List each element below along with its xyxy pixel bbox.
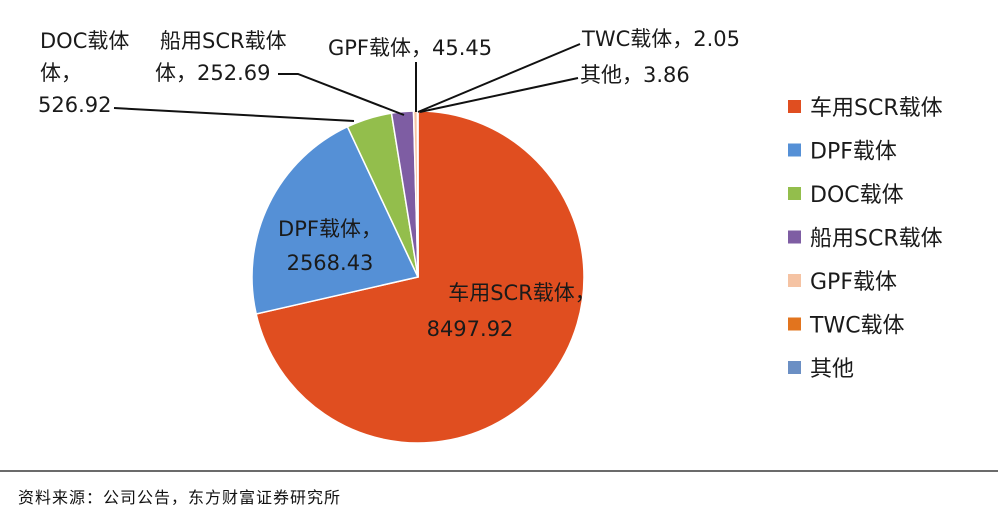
legend-swatch-4 xyxy=(788,274,801,287)
legend-swatch-0 xyxy=(788,100,801,113)
legend-label-2: DOC载体 xyxy=(810,183,904,208)
legend-swatch-1 xyxy=(788,144,801,157)
leader-line-2 xyxy=(114,108,354,121)
legend-label-5: TWC载体 xyxy=(809,314,905,339)
leader-line-3 xyxy=(278,74,404,115)
data-label-6-0: 其他，3.86 xyxy=(580,63,690,87)
data-label-0-0: 车用SCR载体， xyxy=(448,281,596,305)
data-label-4-0: GPF载体，45.45 xyxy=(328,36,492,60)
data-label-3-0: 船用SCR载体 xyxy=(160,29,287,53)
data-label-5-0: TWC载体，2.05 xyxy=(581,27,740,51)
data-label-2-0: DOC载体 xyxy=(40,29,129,53)
legend-label-6: 其他 xyxy=(810,357,854,382)
leader-line-6 xyxy=(420,78,578,112)
legend-label-4: GPF载体 xyxy=(810,270,897,295)
legend-label-0: 车用SCR载体 xyxy=(810,96,943,121)
legend-swatch-2 xyxy=(788,187,801,200)
pie-chart: 车用SCR载体，8497.92DPF载体，2568.43DOC载体体，526.9… xyxy=(0,0,998,470)
legend-swatch-5 xyxy=(788,318,801,331)
data-label-1-0: DPF载体， xyxy=(278,217,382,241)
data-label-2-2: 526.92 xyxy=(38,93,111,117)
pie-slices xyxy=(252,111,584,443)
source-note: 资料来源：公司公告，东方财富证券研究所 xyxy=(18,484,341,508)
data-label-3-1: 体，252.69 xyxy=(155,61,270,85)
data-label-0-1: 8497.92 xyxy=(427,317,514,341)
legend-label-3: 船用SCR载体 xyxy=(810,227,943,252)
legend-swatch-3 xyxy=(788,231,801,244)
data-label-1-1: 2568.43 xyxy=(287,251,374,275)
legend-swatch-6 xyxy=(788,361,801,374)
footer-rule xyxy=(0,470,998,472)
data-label-2-1: 体， xyxy=(40,61,82,85)
legend-label-1: DPF载体 xyxy=(810,140,897,165)
